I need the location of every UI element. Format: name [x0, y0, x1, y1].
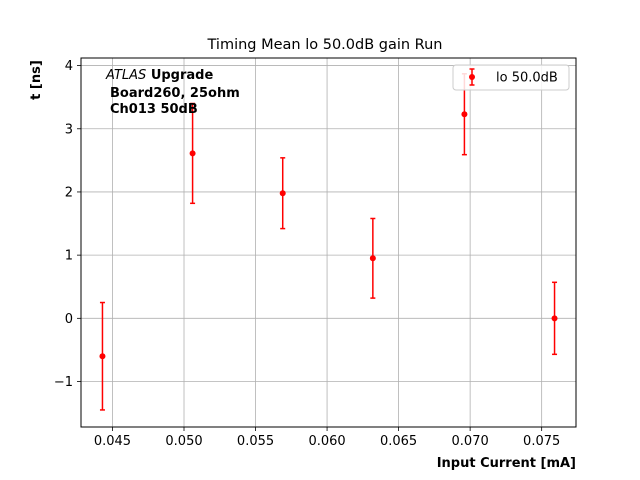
x-tick-label: 0.060: [308, 434, 345, 449]
x-axis-label: Input Current [mA]: [437, 456, 576, 471]
chart-title: Timing Mean lo 50.0dB gain Run: [207, 37, 443, 53]
y-tick-label: 3: [65, 122, 73, 137]
atlas-label: ATLAS: [105, 68, 146, 83]
x-tick-label: 0.070: [452, 434, 489, 449]
x-tick-label: 0.055: [237, 434, 274, 449]
point-marker: [461, 111, 467, 117]
legend: lo 50.0dB: [453, 65, 569, 90]
y-tick-label: 0: [65, 312, 73, 327]
y-tick-label: 2: [65, 185, 73, 200]
y-axis-label: t [ns]: [29, 60, 44, 100]
x-tick-label: 0.050: [165, 434, 202, 449]
y-tick-label: 4: [65, 59, 73, 74]
annotation-line-1: ATLAS Upgrade: [105, 68, 213, 83]
x-tick-label: 0.065: [380, 434, 417, 449]
y-tick-label: −1: [54, 375, 73, 390]
point-marker: [99, 353, 105, 359]
point-marker: [370, 255, 376, 261]
legend-label: lo 50.0dB: [496, 71, 558, 86]
y-tick-label: 1: [65, 249, 73, 264]
annotation-line-2: Board260, 25ohm: [110, 86, 240, 101]
point-marker: [190, 150, 196, 156]
point-marker: [280, 190, 286, 196]
point-marker: [552, 315, 558, 321]
annotation-line-3: Ch013 50dB: [110, 102, 198, 117]
x-tick-label: 0.075: [523, 434, 560, 449]
x-tick-label: 0.045: [94, 434, 131, 449]
upgrade-label: Upgrade: [151, 68, 214, 83]
